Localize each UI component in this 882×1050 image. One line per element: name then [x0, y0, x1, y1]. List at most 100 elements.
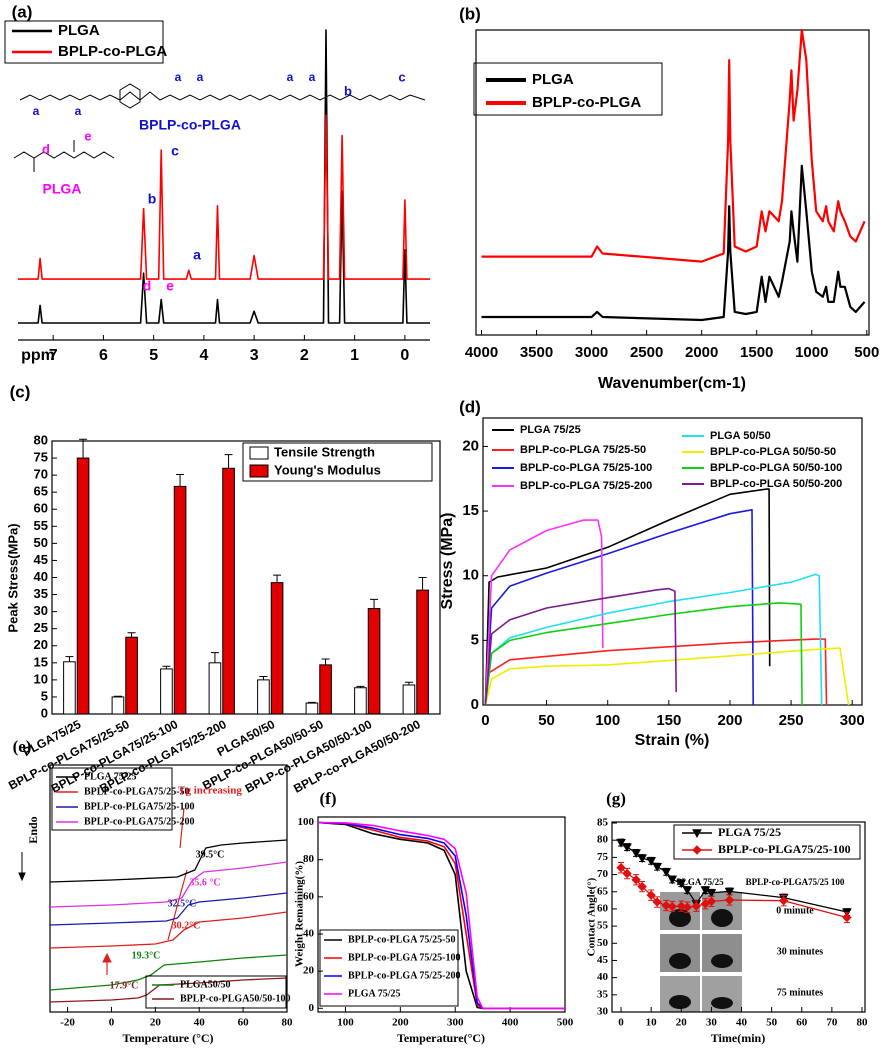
marker [631, 849, 641, 858]
bar [160, 668, 173, 715]
plot-frame [611, 821, 866, 1013]
ring [119, 83, 141, 109]
annotation: 35.6 °C [189, 877, 220, 888]
x-tick-label: 80 [282, 1017, 294, 1029]
droplet [669, 953, 691, 969]
y-tick-label: 20 [462, 437, 479, 454]
x-tick-label: 2500 [630, 344, 663, 361]
y-axis-label: Peak Stress(MPa) [5, 523, 20, 632]
marker [706, 889, 717, 898]
annotation: 30 minutes [777, 946, 824, 957]
x-tick-label: 50 [766, 1017, 778, 1029]
annotation: c [171, 143, 179, 159]
legend-label: BPLP-co-PLGA75/25-200 [84, 816, 195, 827]
marker [682, 886, 693, 896]
x-tick-label: -20 [60, 1017, 75, 1029]
y-tick-label: 60 [597, 902, 609, 914]
structure-drawing [13, 83, 426, 172]
x-tick-label: 300 [840, 712, 865, 729]
x-axis-label: ppm [21, 347, 55, 364]
error-bar [307, 701, 316, 704]
x-tick-label: 1000 [795, 344, 828, 361]
marker [637, 881, 647, 892]
y-tick-label: 40 [597, 971, 609, 983]
y-tick-label: 70 [597, 868, 609, 880]
arrow [167, 869, 188, 941]
x-tick-label: 20 [676, 1017, 688, 1029]
legend-label: PLGA50/50 [180, 979, 231, 990]
error-bar [113, 695, 122, 697]
x-tick-label: 200 [717, 712, 742, 729]
line [18, 114, 430, 280]
annotation: d [143, 278, 152, 294]
annotation: PLGA 75/25 [676, 877, 724, 887]
marker [622, 843, 632, 853]
marker [676, 901, 686, 911]
legend-label: Young's Modulus [274, 462, 381, 477]
legend-box [4, 20, 164, 64]
line [484, 602, 803, 706]
x-tick-label: 2 [300, 347, 309, 364]
error-bar [321, 658, 330, 665]
bar [270, 582, 284, 715]
annotation: a [193, 247, 201, 263]
marker [724, 895, 735, 905]
y-tick-label: 85 [597, 817, 609, 829]
legend-box [51, 767, 173, 831]
y-tick-label: 20 [34, 637, 48, 652]
annotation: b [148, 191, 157, 207]
bar [354, 687, 367, 715]
marker [652, 862, 663, 872]
marker [724, 887, 735, 897]
annotation: Tg increasing [178, 785, 242, 797]
bar [76, 457, 90, 715]
bar [257, 679, 270, 715]
marker [646, 890, 656, 900]
marker [616, 862, 626, 873]
x-tick-label: 7 [49, 347, 58, 364]
y-tick-label: 60 [34, 501, 48, 516]
legend-label: BPLP-co-PLGA 50/50-100 [710, 462, 842, 474]
annotation: e [84, 128, 91, 143]
legend-marker [692, 845, 702, 855]
marker [637, 854, 647, 864]
x-tick-label: 0 [400, 347, 409, 364]
error-bar [127, 632, 136, 638]
y-tick-label: 60 [303, 890, 315, 902]
y-tick-label: 0 [471, 696, 479, 713]
y-tick-label: 50 [597, 937, 609, 949]
legend-label: BPLP-co-PLGA 75/25-200 [348, 970, 461, 981]
marker [616, 838, 626, 848]
legend-label: BPLP-co-PLGA [532, 94, 641, 111]
bar [305, 702, 319, 715]
annotation: 19.3°C [132, 950, 161, 961]
x-tick-label: 300 [447, 1017, 464, 1029]
x-tick-label: 50 [538, 712, 555, 729]
panel-label: (b) [459, 4, 481, 23]
y-tick-label: 10 [34, 671, 48, 686]
annotation: 30.2°C [172, 920, 201, 931]
x-tick-label: 3 [250, 347, 259, 364]
panel-label: (a) [12, 2, 33, 21]
annotation: 17.9°C [110, 980, 139, 991]
y-tick-label: 50 [34, 535, 48, 550]
annotation: b [344, 83, 352, 98]
y-tick-label: 40 [303, 928, 315, 940]
x-tick-label: 2000 [685, 344, 718, 361]
x-tick-label: 20 [150, 1017, 162, 1029]
line [317, 821, 565, 1010]
y-tick-label: 75 [34, 450, 48, 465]
line [484, 509, 754, 706]
dsc-arrows [102, 807, 188, 975]
error-bar [370, 598, 379, 609]
x-tick-label: 0 [481, 712, 489, 729]
legend-label: BPLP-co-PLGA75/25-100 [84, 801, 195, 812]
x-tick-label: 0 [109, 1017, 115, 1029]
plot-frame [49, 764, 288, 1013]
line [49, 911, 288, 949]
legend-box [145, 975, 287, 1009]
line [481, 164, 866, 322]
legend-label: PLGA 75/25 [348, 988, 401, 999]
x-tick-label: 100 [595, 712, 620, 729]
error-bar [162, 665, 171, 669]
